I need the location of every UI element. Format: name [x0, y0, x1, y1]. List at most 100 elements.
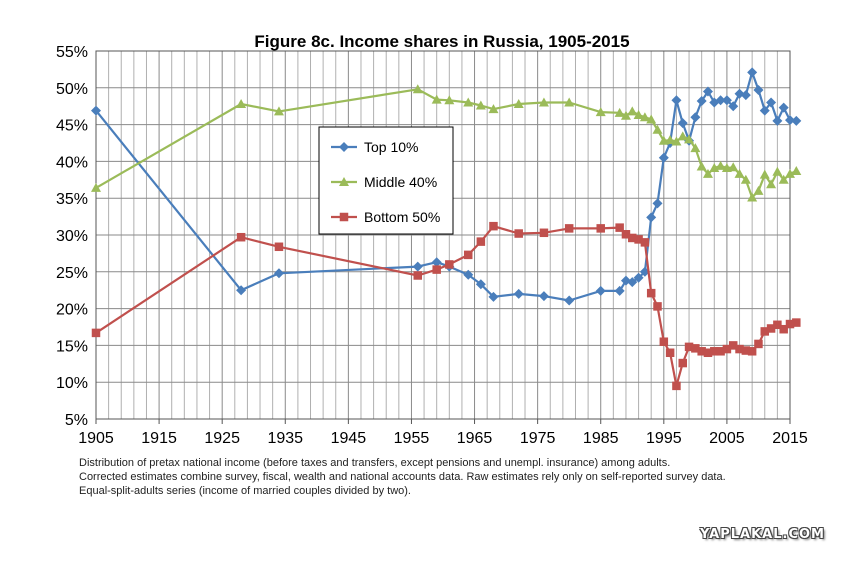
data-point-top-10: [696, 96, 707, 107]
data-point-bottom-50: [672, 381, 681, 391]
x-tick-label: 1945: [331, 430, 367, 447]
data-point-bottom-50: [564, 224, 574, 233]
data-point-middle-40: [702, 168, 713, 178]
data-point-middle-40: [747, 192, 758, 202]
data-point-top-10: [627, 277, 638, 288]
data-point-top-10: [778, 102, 789, 113]
data-point-middle-40: [652, 124, 663, 134]
y-tick-label: 10%: [56, 375, 88, 392]
data-point-top-10: [753, 85, 764, 96]
y-tick-label: 55%: [56, 44, 88, 61]
data-point-bottom-50: [413, 271, 423, 280]
legend-label-top-10: Top 10%: [364, 139, 418, 155]
data-point-middle-40: [734, 168, 745, 178]
data-point-middle-40: [778, 174, 789, 184]
data-point-bottom-50: [489, 221, 498, 231]
data-point-bottom-50: [91, 328, 101, 338]
chart-title: Figure 8c. Income shares in Russia, 1905…: [254, 32, 629, 51]
data-point-middle-40: [728, 162, 739, 172]
series-line-bottom-50: [95, 225, 797, 387]
data-point-middle-40: [785, 168, 795, 178]
data-point-top-10: [595, 285, 606, 296]
data-point-top-10: [677, 118, 688, 129]
data-point-top-10: [463, 269, 474, 280]
data-point-bottom-50: [716, 347, 725, 356]
data-point-bottom-50: [785, 319, 795, 329]
data-point-bottom-50: [697, 347, 706, 356]
data-point-middle-40: [513, 98, 524, 108]
data-point-bottom-50: [766, 324, 776, 333]
data-point-top-10: [671, 95, 682, 106]
legend-marker-top-10: [339, 142, 349, 152]
x-tick-label: 1955: [394, 430, 430, 447]
data-point-bottom-50: [445, 260, 454, 269]
y-tick-label: 20%: [56, 302, 88, 319]
data-point-middle-40: [753, 185, 764, 195]
data-point-top-10: [740, 90, 751, 101]
data-point-bottom-50: [476, 237, 486, 246]
data-point-bottom-50: [747, 347, 757, 356]
data-point-bottom-50: [615, 223, 624, 232]
data-point-top-10: [538, 291, 549, 302]
data-point-middle-40: [564, 97, 575, 107]
data-point-middle-40: [236, 98, 247, 108]
data-point-middle-40: [759, 169, 770, 179]
data-point-middle-40: [91, 182, 101, 192]
data-point-bottom-50: [684, 342, 694, 352]
plot-frame: [95, 50, 791, 420]
data-point-top-10: [766, 97, 777, 108]
x-tick-label: 2005: [709, 430, 745, 447]
data-point-bottom-50: [646, 288, 656, 298]
x-tick-label: 1985: [583, 430, 619, 447]
data-point-top-10: [91, 105, 101, 116]
data-point-bottom-50: [463, 250, 473, 260]
data-point-middle-40: [766, 179, 777, 189]
data-point-top-10: [785, 115, 795, 126]
plot-area: 5% 10% 15% 20% 25% 30% 35% 40% 45% 50% 55% 1905 1915…: [56, 44, 808, 447]
watermark-logo: YAPLAKAL.COM: [700, 527, 825, 542]
data-point-bottom-50: [710, 347, 719, 356]
legend-marker-middle-40: [339, 177, 349, 186]
data-point-bottom-50: [735, 344, 744, 354]
x-tick-label: 1915: [141, 430, 177, 447]
data-point-bottom-50: [792, 318, 801, 327]
data-point-top-10: [759, 105, 770, 116]
data-point-bottom-50: [634, 235, 643, 244]
y-tick-label: 25%: [56, 265, 88, 282]
data-point-middle-40: [665, 135, 676, 145]
data-point-middle-40: [677, 131, 688, 141]
data-point-bottom-50: [640, 238, 650, 247]
data-point-middle-40: [684, 134, 695, 144]
footnote-1: Distribution of pretax national income (…: [79, 457, 671, 469]
y-tick-label: 15%: [56, 338, 88, 355]
data-point-bottom-50: [722, 344, 732, 354]
data-point-middle-40: [646, 114, 657, 124]
footnote-3: Equal-split-adults series (income of mar…: [79, 485, 411, 497]
data-point-middle-40: [772, 166, 783, 176]
data-point-bottom-50: [678, 358, 687, 368]
data-point-middle-40: [671, 136, 682, 146]
data-point-top-10: [747, 67, 758, 78]
data-point-bottom-50: [754, 339, 763, 349]
data-point-bottom-50: [703, 348, 713, 358]
data-point-top-10: [772, 115, 783, 126]
data-point-top-10: [702, 86, 713, 97]
data-point-top-10: [715, 95, 726, 106]
data-point-bottom-50: [236, 232, 246, 242]
data-point-top-10: [652, 198, 663, 209]
data-point-top-10: [273, 268, 284, 279]
data-point-middle-40: [412, 84, 423, 94]
data-point-middle-40: [595, 107, 606, 117]
data-point-bottom-50: [432, 265, 441, 274]
x-tick-label: 2015: [772, 430, 808, 447]
legend-label-middle-40: Middle 40%: [364, 174, 437, 190]
data-point-middle-40: [633, 110, 644, 120]
data-point-bottom-50: [691, 344, 700, 353]
x-tick-label: 1995: [646, 430, 682, 447]
data-point-top-10: [513, 288, 524, 299]
y-tick-label: 45%: [56, 118, 88, 135]
y-tick-label: 40%: [56, 154, 88, 171]
data-point-middle-40: [273, 106, 284, 116]
y-tick-label: 5%: [65, 412, 88, 429]
